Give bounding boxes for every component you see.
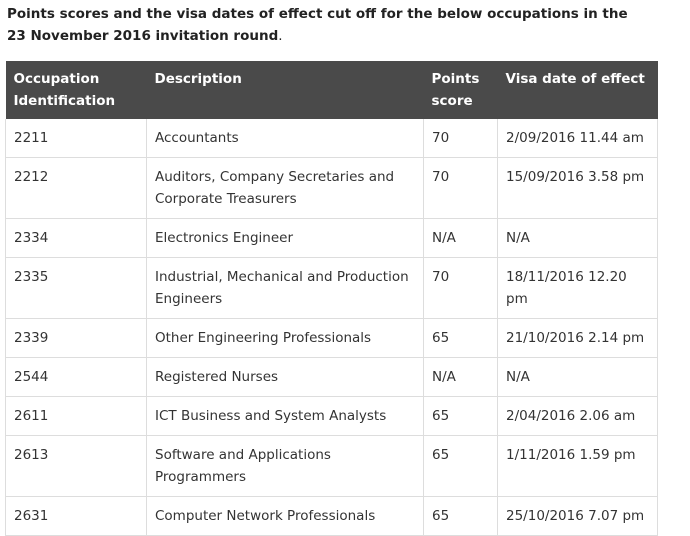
header-date: Visa date of effect (505, 71, 645, 87)
cell-points: 70 (423, 257, 498, 319)
cell-description: Registered Nurses (146, 357, 424, 397)
intro-suffix: . (278, 28, 283, 44)
intro-text: Points scores and the visa dates of effe… (7, 6, 628, 44)
table-row: 2335 Industrial, Mechanical and Producti… (5, 257, 658, 319)
cell-code: 2611 (5, 396, 147, 436)
table-header: Occupation Identification Description Po… (5, 61, 658, 119)
cell-date: 21/10/2016 2.14 pm (497, 318, 658, 358)
occupation-table: Occupation Identification Description Po… (5, 61, 658, 536)
cell-description: Computer Network Professionals (146, 496, 424, 536)
table-row: 2339 Other Engineering Professionals 65 … (5, 318, 658, 358)
cell-code: 2339 (5, 318, 147, 358)
cell-points: 65 (423, 435, 498, 497)
cell-description: Other Engineering Professionals (146, 318, 424, 358)
cell-date: 18/11/2016 12.20 pm (497, 257, 658, 319)
cell-points: N/A (423, 357, 498, 397)
table-row: 2334 Electronics Engineer N/A N/A (5, 218, 658, 258)
cell-points: 65 (423, 496, 498, 536)
cell-date: 2/04/2016 2.06 am (497, 396, 658, 436)
cell-description: Industrial, Mechanical and Production En… (146, 257, 424, 319)
cell-date: 2/09/2016 11.44 am (497, 119, 658, 158)
cell-description: ICT Business and System Analysts (146, 396, 424, 436)
header-description: Description (154, 71, 242, 87)
header-occupation: Occupation Identification (13, 71, 116, 109)
cell-code: 2631 (5, 496, 147, 536)
cell-code: 2544 (5, 357, 147, 397)
cell-points: 70 (423, 119, 498, 158)
table-row: 2544 Registered Nurses N/A N/A (5, 357, 658, 397)
cell-date: N/A (497, 357, 658, 397)
cell-date: 15/09/2016 3.58 pm (497, 157, 658, 219)
table-row: 2631 Computer Network Professionals 65 2… (5, 496, 658, 536)
cell-code: 2334 (5, 218, 147, 258)
cell-code: 2211 (5, 119, 147, 158)
cell-code: 2212 (5, 157, 147, 219)
cell-date: N/A (497, 218, 658, 258)
cell-points: 65 (423, 396, 498, 436)
header-points: Points score (431, 71, 480, 109)
cell-description: Auditors, Company Secretaries and Corpor… (146, 157, 424, 219)
table-body: 2211 Accountants 70 2/09/2016 11.44 am 2… (5, 119, 658, 536)
intro-heading: Points scores and the visa dates of effe… (7, 3, 647, 47)
cell-code: 2613 (5, 435, 147, 497)
cell-date: 25/10/2016 7.07 pm (497, 496, 658, 536)
cell-points: 65 (423, 318, 498, 358)
cell-description: Electronics Engineer (146, 218, 424, 258)
cell-description: Software and Applications Programmers (146, 435, 424, 497)
cell-date: 1/11/2016 1.59 pm (497, 435, 658, 497)
cell-points: 70 (423, 157, 498, 219)
table-row: 2211 Accountants 70 2/09/2016 11.44 am (5, 119, 658, 158)
cell-description: Accountants (146, 119, 424, 158)
table-row: 2212 Auditors, Company Secretaries and C… (5, 157, 658, 219)
table-row: 2611 ICT Business and System Analysts 65… (5, 396, 658, 436)
cell-code: 2335 (5, 257, 147, 319)
header-row: Occupation Identification Description Po… (5, 61, 658, 119)
table-row: 2613 Software and Applications Programme… (5, 435, 658, 497)
cell-points: N/A (423, 218, 498, 258)
